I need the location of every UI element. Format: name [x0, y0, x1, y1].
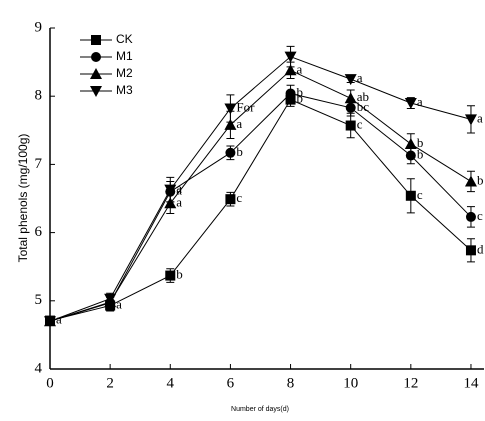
legend-label: M3	[116, 83, 133, 97]
significance-letter: a	[116, 297, 122, 312]
data-point	[225, 147, 236, 158]
data-point	[465, 211, 476, 222]
x-tick-label: 14	[463, 375, 479, 391]
significance-letter: ab	[357, 89, 369, 104]
significance-letter: b	[477, 172, 484, 187]
data-point	[404, 98, 417, 110]
significance-letter: a	[477, 110, 483, 125]
data-point	[164, 197, 177, 209]
legend-marker	[91, 52, 101, 62]
x-tick-label: 12	[403, 375, 418, 391]
x-tick-label: 4	[167, 375, 175, 391]
data-point	[285, 88, 296, 99]
series-line	[49, 92, 472, 322]
significance-letter: a	[176, 183, 182, 198]
x-tick-label: 6	[227, 375, 235, 391]
y-tick-label: 5	[35, 292, 43, 308]
legend-label: CK	[116, 32, 133, 46]
legend-label: M2	[116, 66, 133, 80]
y-tick-label: 7	[35, 156, 43, 172]
data-point	[464, 114, 477, 126]
x-tick-label: 2	[106, 375, 114, 391]
data-point	[44, 316, 56, 328]
significance-letter: b	[297, 84, 304, 99]
data-point	[345, 120, 356, 131]
x-tick-label: 8	[287, 375, 295, 391]
y-tick-label: 6	[35, 224, 43, 240]
y-axis-label: Total phenols (mg/100g)	[16, 134, 30, 263]
data-point	[284, 64, 297, 76]
significance-letter: a	[236, 116, 242, 131]
significance-letter: a	[357, 70, 363, 85]
data-point	[225, 194, 236, 205]
legend-marker	[91, 35, 101, 45]
data-point	[104, 293, 117, 305]
legend-marker	[90, 86, 102, 97]
y-tick-label: 4	[35, 360, 43, 376]
legend-label: M1	[116, 49, 133, 63]
x-tick-label: 0	[46, 375, 54, 391]
significance-letter: d	[477, 241, 484, 256]
significance-letter: a	[56, 312, 62, 327]
significance-letter: c	[357, 117, 363, 132]
y-tick-label: 9	[35, 19, 43, 35]
data-point	[404, 137, 417, 149]
significance-letter: a	[176, 181, 182, 196]
data-point	[345, 102, 356, 113]
data-point	[464, 175, 477, 187]
x-tick-label: 10	[343, 375, 358, 391]
series-line	[49, 56, 472, 322]
data-point	[405, 190, 416, 201]
significance-letter: b	[236, 144, 243, 159]
significance-letter: b	[176, 267, 183, 282]
significance-letter: a	[297, 61, 303, 76]
significance-letter: c	[417, 187, 423, 202]
significance-letter: a	[176, 194, 182, 209]
data-point	[465, 245, 476, 256]
y-tick-label: 8	[35, 88, 43, 104]
x-axis-label: Number of days(d)	[231, 406, 289, 413]
data-point	[164, 184, 177, 196]
data-point	[344, 92, 357, 104]
series-line	[49, 69, 472, 322]
data-point	[224, 103, 237, 115]
significance-letter: c	[477, 208, 483, 223]
significance-letter: For	[236, 99, 255, 114]
significance-letter: c	[236, 190, 242, 205]
legend-marker	[90, 68, 102, 79]
significance-letter: b	[417, 135, 424, 150]
data-point	[344, 74, 357, 86]
significance-letter: b	[417, 147, 424, 162]
significance-letter: a	[417, 94, 423, 109]
data-point	[405, 150, 416, 161]
significance-letter: b	[297, 91, 304, 106]
data-point	[284, 51, 297, 63]
series-line	[49, 98, 472, 322]
data-point	[224, 118, 237, 130]
data-point	[165, 270, 176, 281]
